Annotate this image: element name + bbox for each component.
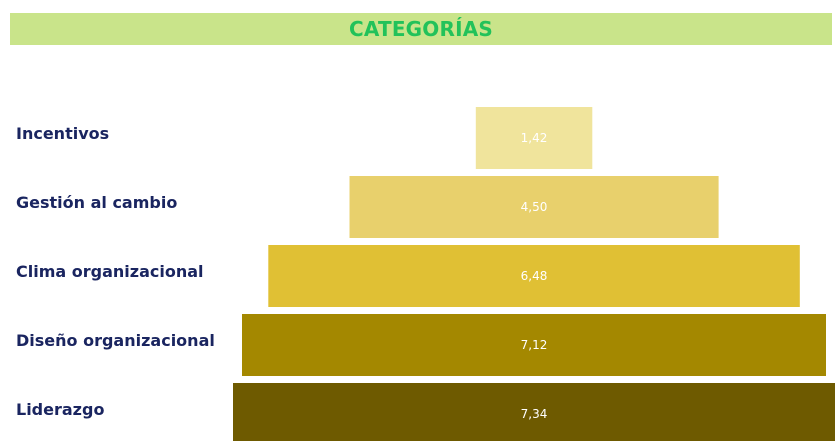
category-label: Liderazgo — [16, 400, 104, 419]
category-label: Incentivos — [16, 124, 109, 143]
category-label: Diseño organizacional — [16, 331, 215, 350]
bar-value-label: 7,34 — [521, 407, 548, 421]
funnel-bar — [475, 107, 593, 169]
category-label: Gestión al cambio — [16, 193, 177, 212]
funnel-bar — [268, 245, 800, 307]
bar-value-label: 1,42 — [521, 131, 548, 145]
funnel-bar — [349, 176, 719, 238]
funnel-bar — [233, 383, 835, 441]
chart-title: CATEGORÍAS — [348, 17, 494, 41]
funnel-bar — [242, 314, 826, 376]
bar-value-label: 7,12 — [521, 338, 548, 352]
category-label: Clima organizacional — [16, 262, 204, 281]
title-bar: CATEGORÍAS — [10, 13, 832, 45]
bar-value-label: 4,50 — [521, 200, 548, 214]
bar-value-label: 6,48 — [521, 269, 548, 283]
